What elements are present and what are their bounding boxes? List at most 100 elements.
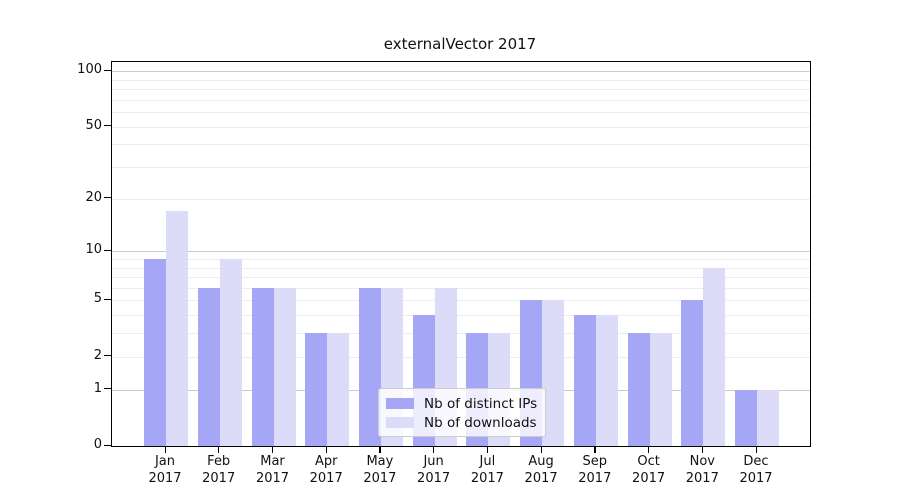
x-tick-label-apr: Apr 2017 [294,454,358,487]
x-tick-apr [325,446,327,453]
x-label-year-apr: 2017 [309,470,343,486]
gridline-minor-5 [112,300,810,302]
legend-label-downloads: Nb of downloads [424,414,537,431]
y-tick-label-20: 20 [85,189,102,205]
x-label-year-aug: 2017 [524,470,558,486]
bar-downloads-mar [273,287,296,446]
x-label-year-jun: 2017 [417,470,451,486]
x-label-year-jul: 2017 [470,470,504,486]
gridline-minor-70 [112,99,810,101]
y-tick-label-2: 2 [93,347,102,363]
gridline-minor-80 [112,88,810,90]
y-tick-label-0: 0 [93,437,102,452]
x-tick-mar [272,446,274,453]
legend-item-downloads: Nb of downloads [386,413,537,432]
x-tick-nov [701,446,704,453]
gridline-major-10 [112,251,810,253]
y-tick-label-10: 10 [85,242,102,258]
gridline-major-100 [112,71,810,72]
bar-downloads-oct [649,333,672,446]
gridline-minor-9 [112,258,810,260]
x-tick-jun [433,446,435,453]
y-tick-label-100: 100 [77,62,102,77]
x-label-month-jun: Jun [423,454,444,469]
x-tick-label-dec: Dec 2017 [724,454,788,487]
x-tick-label-feb: Feb 2017 [187,454,251,487]
bar-downloads-dec [757,389,779,446]
legend-item-distinct-ips: Nb of distinct IPs [386,394,537,413]
x-label-year-feb: 2017 [202,470,236,486]
bar-downloads-sep [595,315,618,446]
y-tick-100 [104,69,111,71]
x-tick-aug [540,446,542,453]
gridline-minor-3 [112,333,810,335]
x-label-month-oct: Oct [637,454,660,469]
y-tick-20 [104,197,111,199]
x-label-month-apr: Apr [314,454,338,469]
bar-ips-feb [197,287,220,446]
x-tick-label-jan: Jan 2017 [133,454,197,487]
x-label-month-nov: Nov [689,454,715,469]
y-tick-label-1: 1 [93,380,102,396]
x-label-month-may: May [366,454,394,469]
bar-ips-mar [251,287,274,446]
x-tick-label-nov: Nov 2017 [670,454,734,487]
bar-ips-sep [573,315,596,446]
gridline-minor-60 [112,112,810,113]
bar-ips-apr [305,333,328,446]
gridline-minor-2 [112,356,810,358]
bar-ips-may [358,287,381,446]
y-tick-1 [104,388,111,390]
y-tick-2 [104,355,111,357]
x-label-year-jan: 2017 [148,470,182,486]
bar-downloads-feb [219,258,242,446]
bar-downloads-apr [327,333,350,446]
gridline-minor-6 [112,287,810,289]
x-tick-dec [755,446,757,453]
x-label-month-feb: Feb [207,454,231,469]
bar-downloads-nov [703,267,726,446]
y-tick-5 [104,298,111,301]
gridline-minor-40 [112,144,810,146]
y-tick-10 [104,249,111,251]
gridline-minor-8 [112,267,810,269]
x-tick-label-may: May 2017 [348,454,412,487]
x-tick-label-aug: Aug 2017 [509,454,573,487]
gridline-minor-20 [112,198,810,200]
y-tick-label-5: 5 [93,291,102,307]
x-label-month-jan: Jan [154,454,176,469]
x-tick-jul [486,446,489,453]
x-label-year-sep: 2017 [578,470,612,486]
gridline-minor-4 [112,315,810,317]
y-tick-label-50: 50 [85,117,102,133]
legend-label-distinct-ips: Nb of distinct IPs [424,395,538,412]
x-label-month-aug: Aug [528,454,554,469]
x-tick-label-jun: Jun 2017 [402,454,466,487]
legend-swatch-distinct-ips [386,398,414,409]
y-tick-0 [104,444,111,446]
x-tick-label-jul: Jul 2017 [455,454,519,487]
legend-swatch-downloads [386,417,414,428]
x-label-month-jul: Jul [479,454,496,469]
x-label-month-mar: Mar [260,454,285,469]
gridline-minor-7 [112,277,810,278]
x-tick-label-sep: Sep 2017 [563,454,627,487]
x-tick-jan [164,446,166,453]
x-label-year-may: 2017 [363,470,397,486]
chart-title: externalVector 2017 [383,35,537,53]
bar-ips-nov [681,300,704,446]
x-label-month-sep: Sep [582,454,608,469]
bar-ips-dec [735,389,757,446]
x-tick-feb [218,446,220,453]
x-tick-sep [594,446,596,453]
legend: Nb of distinct IPs Nb of downloads [378,388,546,437]
x-label-year-nov: 2017 [685,470,719,486]
x-tick-may [379,446,381,453]
bar-ips-jan [144,258,166,446]
plot-area [111,61,811,447]
x-label-year-oct: 2017 [632,470,666,486]
x-tick-oct [648,446,650,453]
bar-ips-oct [627,333,650,446]
x-label-month-dec: Dec [743,454,769,469]
